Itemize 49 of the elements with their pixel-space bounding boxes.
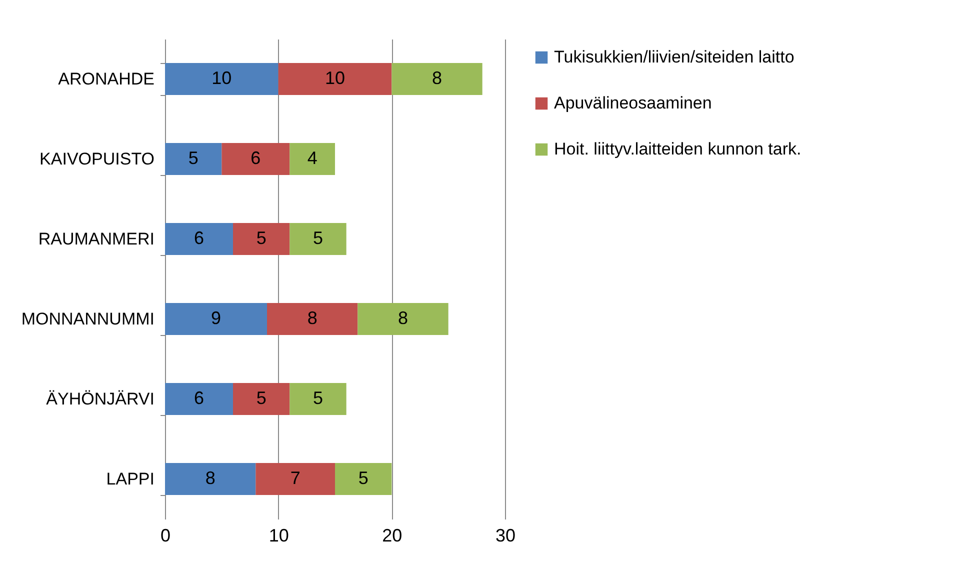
bar (358, 303, 448, 335)
data-label: 6 (194, 388, 204, 408)
data-label: 7 (290, 468, 300, 488)
bar (290, 223, 346, 255)
data-label: 5 (312, 228, 324, 248)
data-label: 5 (256, 388, 266, 408)
bar (392, 63, 482, 95)
legend-label: Apuvälineosaaminen (554, 94, 712, 112)
data-label: 8 (307, 308, 318, 328)
x-tick-label: 0 (160, 526, 171, 546)
bar (290, 143, 335, 175)
data-label: 8 (432, 68, 442, 88)
bar (290, 383, 346, 415)
y-tick-label: KAIVOPUISTO (40, 150, 154, 168)
bar (233, 223, 290, 255)
x-tick-label: 30 (495, 526, 516, 546)
y-tick-label: LAPPI (106, 470, 154, 488)
data-label: 5 (358, 468, 368, 488)
data-label: 5 (188, 148, 198, 168)
data-label: 5 (312, 388, 324, 408)
bar (165, 463, 256, 495)
y-tick-label: RAUMANMERI (38, 230, 154, 248)
bar (165, 303, 267, 335)
data-label: 10 (324, 68, 346, 88)
legend-label: Tukisukkien/liivien/siteiden laitto (554, 48, 794, 66)
y-tick-label: ARONAHDE (58, 70, 154, 88)
data-label: 4 (307, 148, 318, 168)
bar (165, 143, 222, 175)
y-tick-label: ÄYHÖNJÄRVI (46, 390, 154, 408)
bar (335, 463, 392, 495)
data-label: 6 (250, 148, 261, 168)
legend-label: Hoit. liittyv.laitteiden kunnon tark. (554, 140, 802, 158)
data-label: 9 (210, 308, 222, 328)
x-tick-label: 20 (382, 526, 402, 546)
data-label: 6 (194, 228, 204, 248)
bar (256, 463, 335, 495)
bar (233, 383, 290, 415)
data-label: 5 (256, 228, 266, 248)
data-label: 8 (398, 308, 408, 328)
bar (165, 223, 233, 255)
data-label: 8 (205, 468, 216, 488)
x-tick-label: 10 (268, 526, 289, 546)
bar (267, 303, 358, 335)
bar (278, 63, 392, 95)
bar (165, 63, 278, 95)
bar (222, 143, 290, 175)
bar (165, 383, 233, 415)
y-tick-label: MONNANNUMMI (21, 310, 154, 328)
data-label: 10 (212, 68, 232, 88)
